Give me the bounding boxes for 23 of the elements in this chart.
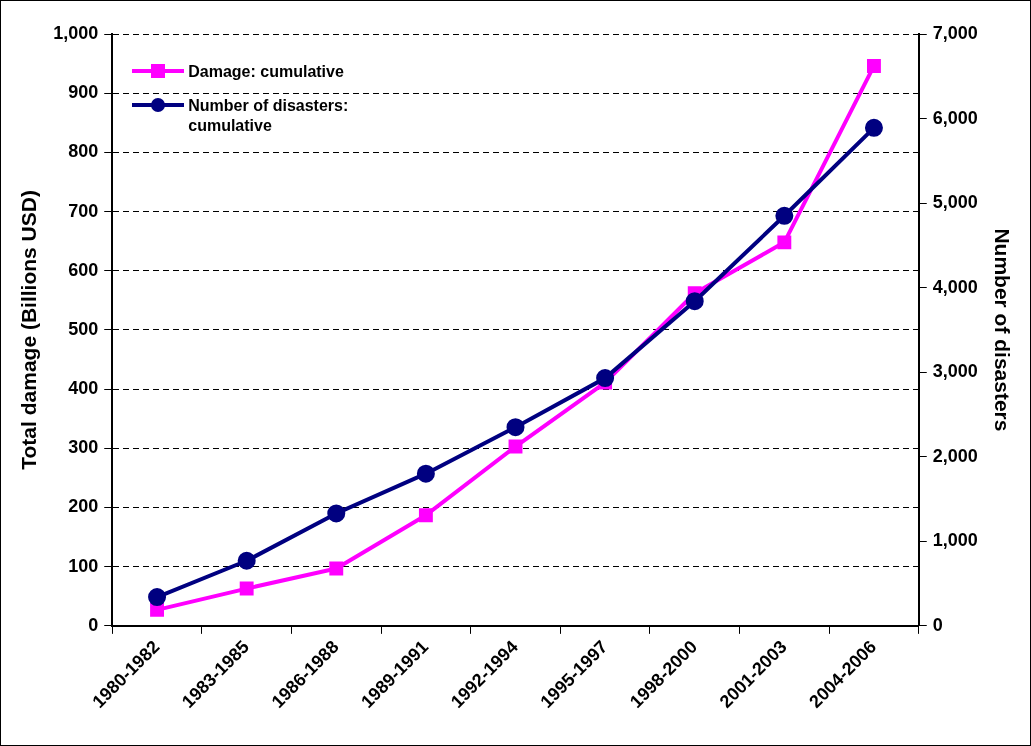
- y2-tick-label: 3,000: [932, 361, 978, 382]
- y-tick-label: 800: [68, 141, 99, 162]
- legend-label: Number of disasters: cumulative: [188, 96, 350, 136]
- y2-tick-label: 0: [932, 614, 943, 635]
- y2-axis-title: Number of disasters: [990, 228, 1014, 432]
- legend-label: Damage: cumulative: [188, 62, 345, 82]
- y2-tick-label: 2,000: [932, 445, 978, 466]
- y-tick-label: 600: [68, 259, 99, 280]
- y2-tick-label: 1,000: [932, 530, 978, 551]
- y2-tick-label: 6,000: [932, 107, 978, 128]
- y-tick-label: 300: [68, 437, 99, 458]
- y2-tick-label: 4,000: [932, 276, 978, 297]
- y-tick-label: 500: [68, 318, 99, 339]
- y-tick-label: 200: [68, 496, 99, 517]
- y-tick-label: 100: [68, 555, 99, 576]
- y-axis-title: Total damage (Billions USD): [17, 190, 41, 470]
- y-tick-label: 700: [68, 200, 99, 221]
- y2-tick-label: 7,000: [932, 22, 978, 43]
- y-tick-label: 0: [88, 614, 99, 635]
- y-tick-label: 1,000: [53, 22, 99, 43]
- y-tick-label: 900: [68, 82, 99, 103]
- y-tick-label: 400: [68, 378, 99, 399]
- y2-tick-label: 5,000: [932, 192, 978, 213]
